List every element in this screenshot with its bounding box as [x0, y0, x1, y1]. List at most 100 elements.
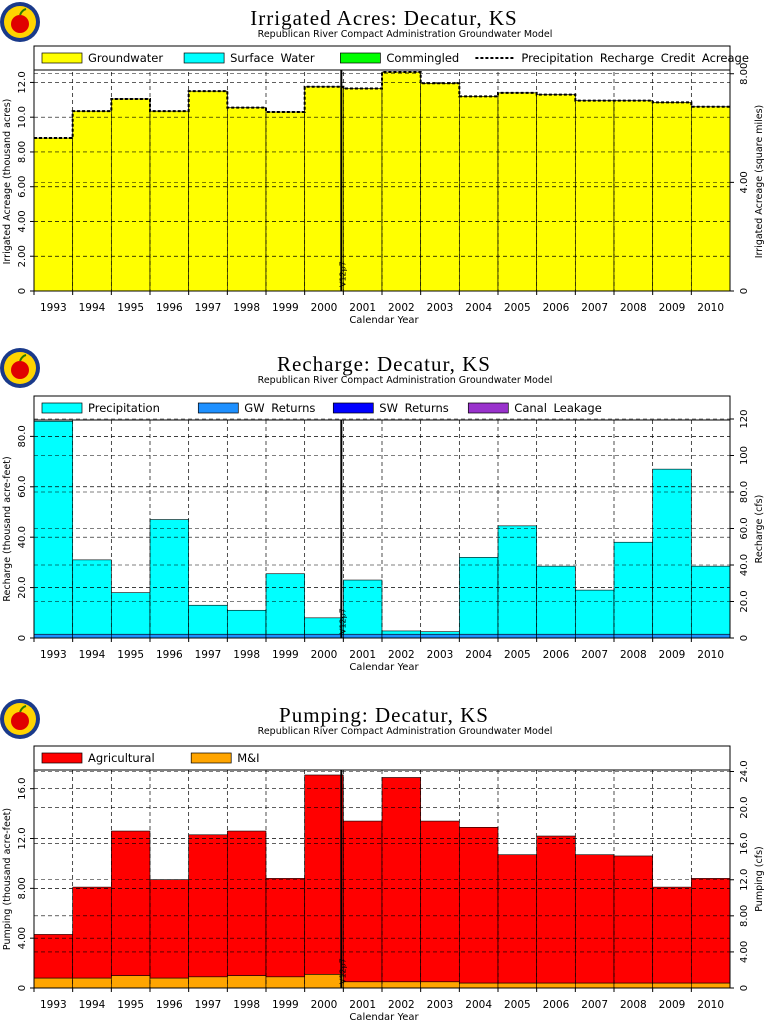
apple-seal-icon: [0, 699, 40, 739]
y-tick-label-right: 4.00: [739, 171, 750, 193]
bar-precipitation-2005: [497, 525, 537, 635]
legend-swatch-agricultural: [41, 752, 83, 764]
bar-m-i-1993: [33, 977, 73, 989]
version-marker-label: V12p7: [338, 261, 347, 287]
legend-label: Agricultural: [88, 751, 155, 765]
x-tick-label: 2002: [388, 999, 415, 1011]
bar-agricultural-2008: [613, 855, 653, 984]
legend-label: SW Returns: [379, 401, 448, 415]
bar-gw-returns-2002: [381, 633, 421, 639]
y-axis-right: 0 20.0 40.0 60.0 80.0 100 120 Recharge (cfs): [730, 409, 765, 641]
bar-precipitation-1994: [72, 559, 112, 635]
bar-agricultural-2001: [343, 820, 383, 983]
bar-gw-returns-2008: [613, 633, 653, 639]
y-tick-label-left: 6.00: [17, 176, 28, 198]
x-tick-label: 2005: [504, 999, 531, 1011]
bar-m-i-1998: [227, 975, 267, 989]
y-tick-label-left: 4.00: [17, 210, 28, 232]
chart-subtitle: Republican River Compact Administration …: [258, 726, 553, 737]
x-tick-label: 2004: [465, 649, 492, 661]
y-tick-label-right: 20.0: [739, 796, 750, 818]
y-tick-label-right: 120: [739, 409, 750, 428]
y-tick-label-left: 8.00: [17, 141, 28, 163]
x-tick-label: 2005: [504, 649, 531, 661]
y-tick-label-left: 12.0: [17, 827, 28, 849]
x-tick-label: 2006: [543, 302, 570, 314]
x-tick-label: 2007: [581, 999, 608, 1011]
bar-gw-returns-2003: [420, 633, 460, 639]
legend-swatch-gw-returns: [197, 402, 239, 414]
grid-group: [34, 770, 730, 988]
bar-precipitation-2007: [575, 589, 615, 635]
bar-groundwater-2001: [343, 88, 383, 292]
bar-groundwater-2008: [613, 100, 653, 292]
y-tick-label-right: 40.0: [739, 554, 750, 576]
legend-label: Precipitation: [88, 401, 160, 415]
y-tick-label-left: 60.0: [17, 476, 28, 498]
y-axis-label-left: Pumping (thousand acre-feet): [2, 808, 13, 950]
bar-precipitation-2002: [381, 630, 421, 635]
x-tick-label: 1998: [233, 649, 260, 661]
x-tick-label: 2004: [465, 999, 492, 1011]
legend: Groundwater Surface Water Commingled Precip…: [41, 51, 749, 65]
legend-label: Canal Leakage: [514, 401, 601, 415]
y-tick-label-left: 0: [17, 288, 28, 294]
bar-agricultural-2005: [497, 854, 537, 984]
x-tick-label: 1995: [117, 649, 144, 661]
y-tick-label-right: 8.00: [739, 63, 750, 85]
apple-seal-icon: [0, 2, 40, 42]
y-tick-label-right: 100: [739, 446, 750, 465]
bar-gw-returns-1995: [111, 633, 151, 639]
bar-groundwater-2009: [652, 102, 692, 292]
y-axis-label-left: Recharge (thousand acre-feet): [2, 456, 13, 601]
legend-label: Surface Water: [230, 51, 315, 65]
y-tick-label-left: 80.0: [17, 425, 28, 447]
apple-leaf: [19, 8, 27, 16]
bar-groundwater-2005: [497, 92, 537, 292]
x-tick-label: 2003: [427, 649, 454, 661]
bar-groundwater-1995: [111, 98, 151, 292]
apple-leaf: [19, 705, 27, 713]
bar-precipitation-2008: [613, 541, 653, 635]
x-tick-label: 1997: [195, 302, 222, 314]
chart-title: Irrigated Acres: Decatur, KS: [250, 6, 517, 30]
y-axis-label-right: Pumping (cfs): [754, 846, 765, 912]
chart-subtitle: Republican River Compact Administration …: [258, 29, 553, 40]
x-tick-label: 2007: [581, 649, 608, 661]
x-tick-label: 2009: [659, 999, 686, 1011]
chart-title: Pumping: Decatur, KS: [279, 703, 489, 727]
bar-gw-returns-2005: [497, 633, 537, 639]
y-axis-label-right: Recharge (cfs): [754, 495, 765, 564]
bar-groundwater-1996: [149, 110, 189, 292]
y-axis-left: 0 20.0 40.0 60.0 80.0 Recharge (thousand acre…: [2, 425, 34, 641]
bar-precipitation-1993: [33, 420, 73, 635]
bar-precipitation-2004: [459, 557, 499, 635]
apple-body: [11, 712, 29, 730]
bar-precipitation-1995: [111, 592, 151, 635]
y-axis-left: 0 4.00 8.00 12.0 16.0 Pumping (thousand acre-…: [2, 778, 34, 991]
x-axis: 1993 1994 1995 1996 1997 1998 1999 2000 2001 2002…: [33, 638, 724, 673]
x-tick-label: 1999: [272, 302, 299, 314]
bar-precipitation-1998: [227, 609, 267, 635]
y-tick-label-right: 16.0: [739, 833, 750, 855]
bar-agricultural-2007: [575, 854, 615, 984]
grid-group: [34, 418, 730, 638]
bar-agricultural-2000: [304, 774, 344, 975]
bar-gw-returns-1994: [72, 633, 112, 639]
y-tick-label-left: 8.00: [17, 877, 28, 899]
bar-precipitation-2001: [343, 579, 383, 635]
x-tick-label: 1995: [117, 302, 144, 314]
bar-agricultural-1999: [265, 878, 305, 978]
x-tick-label: 1994: [79, 999, 106, 1011]
bars-group: [33, 71, 731, 292]
bar-agricultural-1994: [72, 886, 112, 979]
x-tick-label: 1996: [156, 999, 183, 1011]
x-tick-label: 2000: [311, 999, 338, 1011]
bar-groundwater-2010: [691, 106, 731, 292]
bar-m-i-2001: [343, 981, 383, 989]
bar-agricultural-2003: [420, 820, 460, 983]
legend-swatch-canal-leakage: [467, 402, 509, 414]
bar-groundwater-1994: [72, 110, 112, 292]
